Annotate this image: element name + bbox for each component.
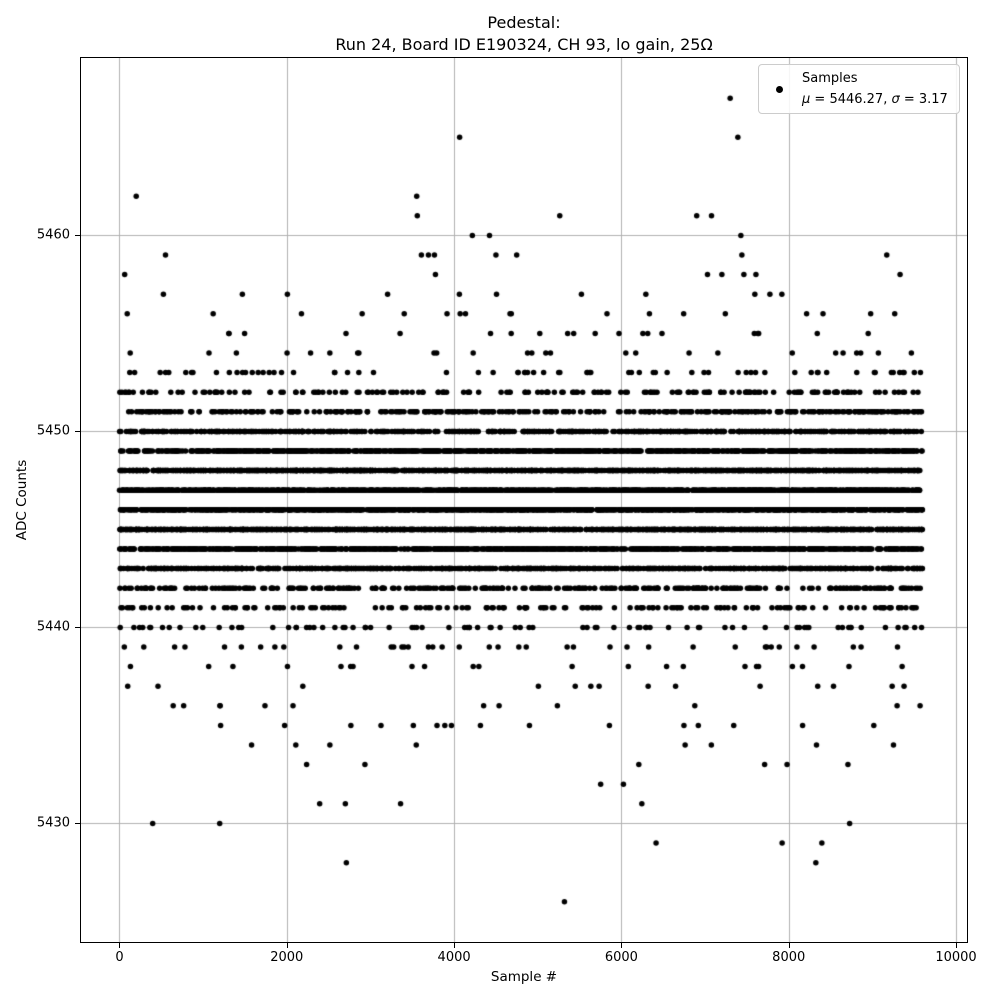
x-tick-mark-2000	[286, 943, 288, 948]
y-tick-label-5460: 5460	[36, 227, 70, 243]
x-tick-label-8000: 8000	[772, 950, 806, 965]
y-tick-label-5430: 5430	[36, 815, 70, 831]
legend-series-label: Samples	[802, 71, 858, 86]
y-tick-mark-5430	[75, 823, 80, 825]
y-axis-label: ADC Counts	[14, 459, 30, 541]
y-tick-label-5440: 5440	[36, 619, 70, 635]
x-tick-label-4000: 4000	[437, 950, 471, 965]
scatter-plot-canvas	[80, 57, 968, 943]
x-tick-label-10000: 10000	[935, 950, 977, 965]
x-tick-label-6000: 6000	[604, 950, 638, 965]
y-tick-label-5450: 5450	[36, 423, 70, 439]
x-tick-mark-10000	[956, 943, 958, 948]
legend: Samples μ = 5446.27, σ = 3.17	[758, 64, 960, 114]
legend-mu-symbol: μ	[802, 92, 811, 107]
chart-title: Pedestal: Run 24, Board ID E190324, CH 9…	[74, 12, 974, 55]
x-tick-mark-0	[119, 943, 121, 948]
y-tick-mark-5450	[75, 431, 80, 433]
x-tick-mark-8000	[788, 943, 790, 948]
x-tick-label-0: 0	[115, 950, 124, 965]
legend-sigma-value: = 3.17	[899, 92, 948, 107]
legend-mu-value: = 5446.27,	[810, 92, 892, 107]
x-tick-mark-4000	[454, 943, 456, 948]
legend-text: Samples μ = 5446.27, σ = 3.17	[802, 68, 948, 110]
legend-stats-label: μ = 5446.27, σ = 3.17	[802, 89, 948, 110]
x-tick-mark-6000	[621, 943, 623, 948]
legend-sigma-symbol: σ	[891, 92, 900, 107]
legend-sample-marker-icon	[776, 86, 783, 93]
x-tick-label-2000: 2000	[270, 950, 304, 965]
y-tick-mark-5460	[75, 235, 80, 237]
chart-title-line2: Run 24, Board ID E190324, CH 93, lo gain…	[335, 34, 713, 54]
x-axis-label: Sample #	[490, 969, 558, 985]
chart-title-line1: Pedestal:	[487, 13, 561, 32]
y-tick-mark-5440	[75, 627, 80, 629]
